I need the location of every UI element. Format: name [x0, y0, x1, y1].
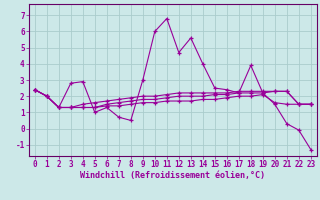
X-axis label: Windchill (Refroidissement éolien,°C): Windchill (Refroidissement éolien,°C) [80, 171, 265, 180]
